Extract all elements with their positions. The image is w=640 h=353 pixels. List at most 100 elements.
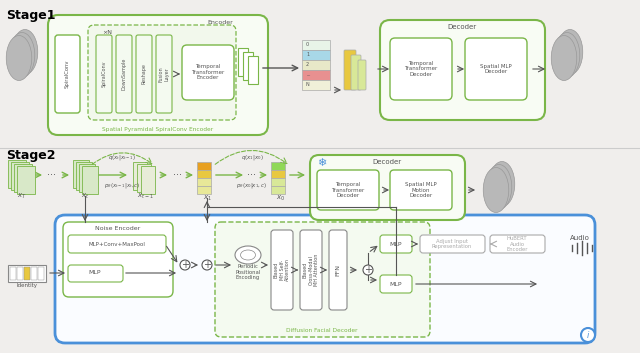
FancyBboxPatch shape xyxy=(390,170,452,210)
Text: Temporal
Transformer
Encoder: Temporal Transformer Encoder xyxy=(191,64,225,80)
FancyBboxPatch shape xyxy=(182,45,234,100)
Ellipse shape xyxy=(241,250,255,260)
Text: Diffusion Facial Decoder: Diffusion Facial Decoder xyxy=(286,329,358,334)
Text: MLP: MLP xyxy=(89,270,101,275)
Bar xyxy=(271,186,285,194)
Circle shape xyxy=(202,260,212,270)
FancyBboxPatch shape xyxy=(329,230,347,310)
Bar xyxy=(302,60,330,70)
Text: i: i xyxy=(587,330,589,340)
Text: Decoder: Decoder xyxy=(372,159,401,165)
FancyBboxPatch shape xyxy=(300,230,322,310)
FancyBboxPatch shape xyxy=(68,265,123,282)
FancyBboxPatch shape xyxy=(380,235,412,253)
Text: +: + xyxy=(203,260,211,270)
Text: Decoder: Decoder xyxy=(447,24,477,30)
FancyBboxPatch shape xyxy=(271,230,293,310)
Ellipse shape xyxy=(12,30,38,74)
Text: ...: ... xyxy=(306,72,310,78)
Text: Temporal
Transformer
Decoder: Temporal Transformer Decoder xyxy=(332,182,365,198)
Bar xyxy=(17,166,35,194)
FancyBboxPatch shape xyxy=(358,60,366,90)
Ellipse shape xyxy=(551,36,577,80)
Text: Fusion
Layer: Fusion Layer xyxy=(159,66,170,82)
FancyBboxPatch shape xyxy=(156,35,172,113)
Text: Stage1: Stage1 xyxy=(6,10,56,23)
FancyBboxPatch shape xyxy=(68,235,166,253)
Bar xyxy=(302,70,330,80)
Text: $q(x_t|x_{t-1})$: $q(x_t|x_{t-1})$ xyxy=(108,154,136,162)
FancyBboxPatch shape xyxy=(380,275,412,293)
Text: MLP: MLP xyxy=(390,241,403,246)
FancyBboxPatch shape xyxy=(96,35,112,113)
Text: Biased
MH Self-
Attention: Biased MH Self- Attention xyxy=(274,258,291,281)
Text: Identity: Identity xyxy=(17,283,38,288)
Bar xyxy=(271,162,285,170)
Bar xyxy=(76,162,92,190)
Circle shape xyxy=(363,265,373,275)
Text: DownSample: DownSample xyxy=(122,58,127,90)
FancyBboxPatch shape xyxy=(215,222,430,337)
Bar xyxy=(248,56,258,84)
Text: $x_{t-1}$: $x_{t-1}$ xyxy=(136,191,154,201)
Text: ···: ··· xyxy=(248,170,257,180)
Text: ×N: ×N xyxy=(102,30,112,35)
Text: 0: 0 xyxy=(306,42,309,48)
Bar xyxy=(73,160,89,188)
Circle shape xyxy=(180,260,190,270)
Bar xyxy=(8,160,26,188)
Bar xyxy=(31,267,37,280)
Text: SpiralConv: SpiralConv xyxy=(102,61,106,87)
Bar xyxy=(14,164,32,192)
Text: 2: 2 xyxy=(306,62,309,67)
Bar xyxy=(197,162,211,170)
Text: Temporal
Transformer
Decoder: Temporal Transformer Decoder xyxy=(404,61,438,77)
Text: +: + xyxy=(181,260,189,270)
Text: ···: ··· xyxy=(47,170,56,180)
Bar xyxy=(197,178,211,186)
FancyBboxPatch shape xyxy=(465,38,527,100)
Bar xyxy=(238,48,248,76)
Text: +: + xyxy=(364,265,372,275)
FancyBboxPatch shape xyxy=(55,35,80,113)
FancyBboxPatch shape xyxy=(344,50,356,90)
Text: Audio: Audio xyxy=(570,235,590,241)
Bar xyxy=(271,178,285,186)
Text: 1: 1 xyxy=(306,53,309,58)
Ellipse shape xyxy=(6,36,32,80)
Text: $x_T$: $x_T$ xyxy=(17,191,27,201)
Bar xyxy=(302,50,330,60)
Bar xyxy=(38,267,44,280)
Bar xyxy=(197,186,211,194)
Bar xyxy=(137,164,151,192)
Text: HuBERT
Audio
Encoder: HuBERT Audio Encoder xyxy=(506,236,528,252)
Circle shape xyxy=(581,328,595,342)
Bar xyxy=(24,267,30,280)
Ellipse shape xyxy=(557,30,583,74)
Ellipse shape xyxy=(9,32,35,78)
Bar xyxy=(141,166,155,194)
Text: ···: ··· xyxy=(173,170,182,180)
Bar xyxy=(302,40,330,50)
Text: $x_0$: $x_0$ xyxy=(276,193,285,203)
FancyBboxPatch shape xyxy=(390,38,452,100)
Bar xyxy=(271,170,285,178)
Bar xyxy=(8,265,46,282)
Bar xyxy=(79,164,95,192)
Text: SpiralConv: SpiralConv xyxy=(65,60,70,88)
Bar xyxy=(197,170,211,178)
FancyBboxPatch shape xyxy=(310,155,465,220)
Ellipse shape xyxy=(483,168,509,213)
FancyBboxPatch shape xyxy=(380,20,545,120)
Text: $q(x_1|x_0)$: $q(x_1|x_0)$ xyxy=(241,154,264,162)
FancyBboxPatch shape xyxy=(55,215,595,343)
Text: Biased
Cross-Modal
MH Attention: Biased Cross-Modal MH Attention xyxy=(303,254,319,286)
Text: MLP: MLP xyxy=(390,281,403,287)
FancyBboxPatch shape xyxy=(420,235,485,253)
Text: FFN: FFN xyxy=(335,264,340,276)
Ellipse shape xyxy=(235,246,261,264)
Bar xyxy=(11,162,29,190)
FancyBboxPatch shape xyxy=(116,35,132,113)
Text: $p_\theta(x_{t-1}|x_t,c)$: $p_\theta(x_{t-1}|x_t,c)$ xyxy=(104,181,140,191)
Ellipse shape xyxy=(554,32,580,78)
